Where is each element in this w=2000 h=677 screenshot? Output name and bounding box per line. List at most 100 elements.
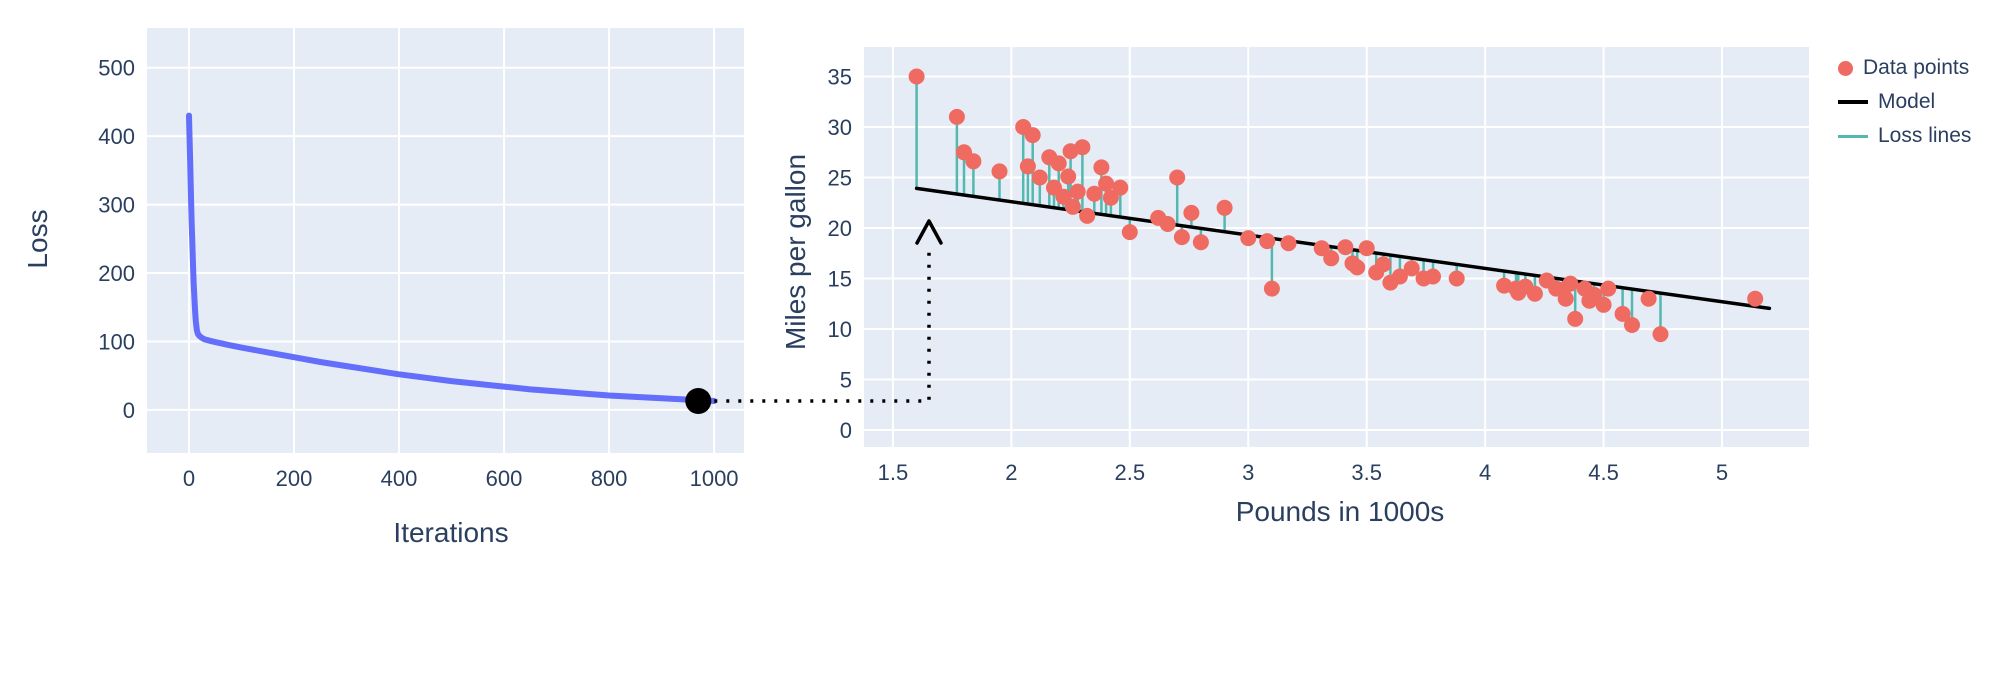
data-point <box>1240 230 1257 247</box>
y-tick-label: 500 <box>98 56 135 81</box>
arrowhead-up-icon <box>915 219 943 245</box>
mpg-x-axis-title: Pounds in 1000s <box>1235 496 1445 527</box>
x-tick-label: 3 <box>1242 460 1254 485</box>
y-tick-label: 0 <box>123 398 135 423</box>
data-point <box>1375 256 1392 273</box>
x-tick-label: 4 <box>1479 460 1491 485</box>
data-point <box>1337 239 1354 256</box>
x-tick-label: 200 <box>276 466 313 491</box>
data-point <box>1526 285 1543 302</box>
x-tick-label: 3.5 <box>1351 460 1382 485</box>
x-tick-label: 400 <box>381 466 418 491</box>
legend-item-data-points: Data points <box>1838 56 1971 80</box>
mpg-y-axis-title: Miles per gallon <box>780 153 811 351</box>
chart-legend: Data points Model Loss lines <box>1838 56 1971 148</box>
data-point <box>1586 286 1603 303</box>
data-point <box>991 163 1008 180</box>
x-tick-label: 600 <box>486 466 523 491</box>
y-tick-label: 200 <box>98 261 135 286</box>
data-point <box>1055 188 1072 205</box>
data-point <box>1093 159 1110 176</box>
y-tick-label: 100 <box>98 329 135 354</box>
data-point <box>1747 290 1764 307</box>
y-tick-label: 35 <box>828 64 852 89</box>
legend-label: Loss lines <box>1878 124 1972 147</box>
data-point <box>1069 183 1086 200</box>
x-tick-label: 2.5 <box>1115 460 1146 485</box>
data-point <box>1595 296 1612 313</box>
data-point <box>1169 169 1186 186</box>
x-tick-label: 1.5 <box>878 460 909 485</box>
loss-curve <box>186 112 718 404</box>
data-point <box>1216 199 1233 216</box>
loss-y-axis-title: Loss <box>22 209 53 269</box>
data-point <box>1640 290 1657 307</box>
y-tick-label: 30 <box>828 115 852 140</box>
data-point <box>1448 270 1465 287</box>
data-point <box>1024 127 1041 144</box>
x-tick-label: 1000 <box>690 466 739 491</box>
legend-dot-icon <box>1838 60 1853 76</box>
data-point <box>1079 207 1096 224</box>
data-point <box>1403 260 1420 277</box>
loss-x-axis-title: Iterations <box>393 517 509 548</box>
data-point <box>1159 216 1176 232</box>
data-point <box>1280 235 1297 252</box>
y-tick-label: 5 <box>840 368 852 393</box>
y-tick-label: 20 <box>828 216 852 241</box>
data-point <box>1614 305 1631 322</box>
x-tick-label: 2 <box>1005 460 1017 485</box>
data-point <box>1074 139 1091 156</box>
data-point <box>1313 240 1330 257</box>
data-point <box>1358 240 1375 257</box>
data-point <box>908 68 925 85</box>
data-point <box>1652 326 1669 343</box>
data-point <box>1323 250 1340 267</box>
legend-label: Model <box>1878 90 1936 113</box>
data-point <box>1121 224 1138 241</box>
data-point <box>1600 280 1617 297</box>
data-point <box>1112 179 1129 196</box>
data-point <box>1019 158 1036 175</box>
data-point <box>1263 280 1280 297</box>
data-point <box>1624 317 1640 333</box>
data-point <box>1086 185 1103 202</box>
data-point <box>1183 204 1200 221</box>
final-loss-dot <box>685 388 712 414</box>
data-point <box>965 153 982 170</box>
x-tick-label: 4.5 <box>1588 460 1619 485</box>
data-point <box>1098 175 1115 192</box>
x-tick-label: 5 <box>1716 460 1728 485</box>
legend-line-icon <box>1838 100 1868 104</box>
data-point <box>1259 233 1276 250</box>
legend-item-model: Model <box>1838 90 1971 114</box>
x-tick-label: 800 <box>591 466 628 491</box>
y-tick-label: 25 <box>828 166 852 191</box>
dashed-connector-line <box>714 246 931 403</box>
data-point <box>1562 275 1579 292</box>
data-point <box>1425 268 1441 285</box>
data-point <box>948 108 965 125</box>
y-tick-label: 10 <box>828 317 852 342</box>
legend-item-loss-lines: Loss lines <box>1838 124 1971 148</box>
x-tick-label: 0 <box>183 466 195 491</box>
legend-line-icon <box>1838 134 1868 138</box>
data-point <box>1567 310 1584 327</box>
data-point <box>1102 189 1119 206</box>
y-tick-label: 300 <box>98 193 135 218</box>
data-point <box>1192 234 1209 251</box>
data-point <box>1349 259 1366 276</box>
data-point <box>1391 268 1408 285</box>
legend-label: Data points <box>1863 56 1970 79</box>
y-tick-label: 400 <box>98 124 135 149</box>
data-point <box>1060 168 1077 185</box>
data-point <box>1050 155 1067 172</box>
data-point <box>1557 290 1574 307</box>
data-point <box>1173 229 1190 246</box>
data-point <box>1031 169 1048 186</box>
y-tick-label: 0 <box>840 418 852 443</box>
